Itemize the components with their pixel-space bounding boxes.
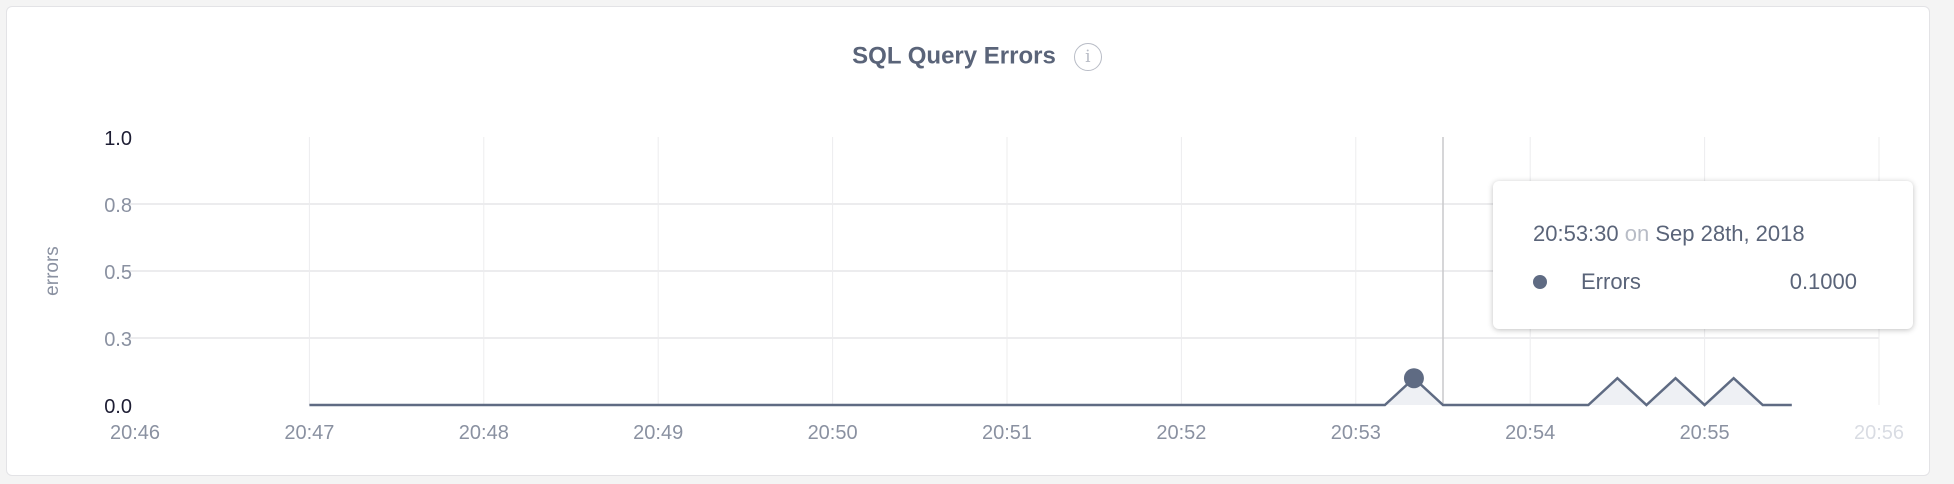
series-dot-icon (1533, 275, 1547, 289)
x-tick-label: 20:54 (1505, 422, 1555, 444)
y-tick-label: 1.0 (104, 128, 132, 150)
x-tick-label: 20:50 (808, 422, 858, 444)
x-tick-label: 20:51 (982, 422, 1032, 444)
chart-title: SQL Query Errors (852, 42, 1056, 70)
x-tick-label: 20:53 (1331, 422, 1381, 444)
x-tick-label: 20:56 (1854, 422, 1904, 444)
y-tick-label: 0.8 (104, 195, 132, 217)
y-tick-label: 0.5 (104, 262, 132, 284)
tooltip-series-value: 0.1000 (1789, 269, 1857, 294)
x-tick-label: 20:49 (633, 422, 683, 444)
x-tick-label: 20:47 (284, 422, 334, 444)
series-area (309, 378, 1792, 405)
tooltip-time: 20:53:30 (1533, 221, 1619, 246)
x-tick-label: 20:52 (1156, 422, 1206, 444)
x-tick-label: 20:48 (459, 422, 509, 444)
hover-marker (1403, 368, 1424, 389)
x-tick-label: 20:55 (1680, 422, 1730, 444)
chart-title-row: SQL Query Errors i (0, 42, 1954, 71)
tooltip-on: on (1624, 221, 1650, 246)
info-icon[interactable]: i (1073, 42, 1102, 71)
y-tick-label: 0.3 (104, 329, 132, 351)
y-tick-label: 0.0 (104, 396, 132, 418)
tooltip-series-label: Errors (1581, 269, 1641, 294)
tooltip-header: 20:53:30 on Sep 28th, 2018 (1533, 221, 1805, 247)
series-line (309, 376, 1792, 407)
x-tick-label: 20:46 (110, 422, 160, 444)
y-axis-label: errors (42, 246, 63, 296)
tooltip-date: Sep 28th, 2018 (1655, 221, 1805, 246)
tooltip: 20:53:30 on Sep 28th, 2018 Errors 0.1000 (1493, 181, 1913, 329)
